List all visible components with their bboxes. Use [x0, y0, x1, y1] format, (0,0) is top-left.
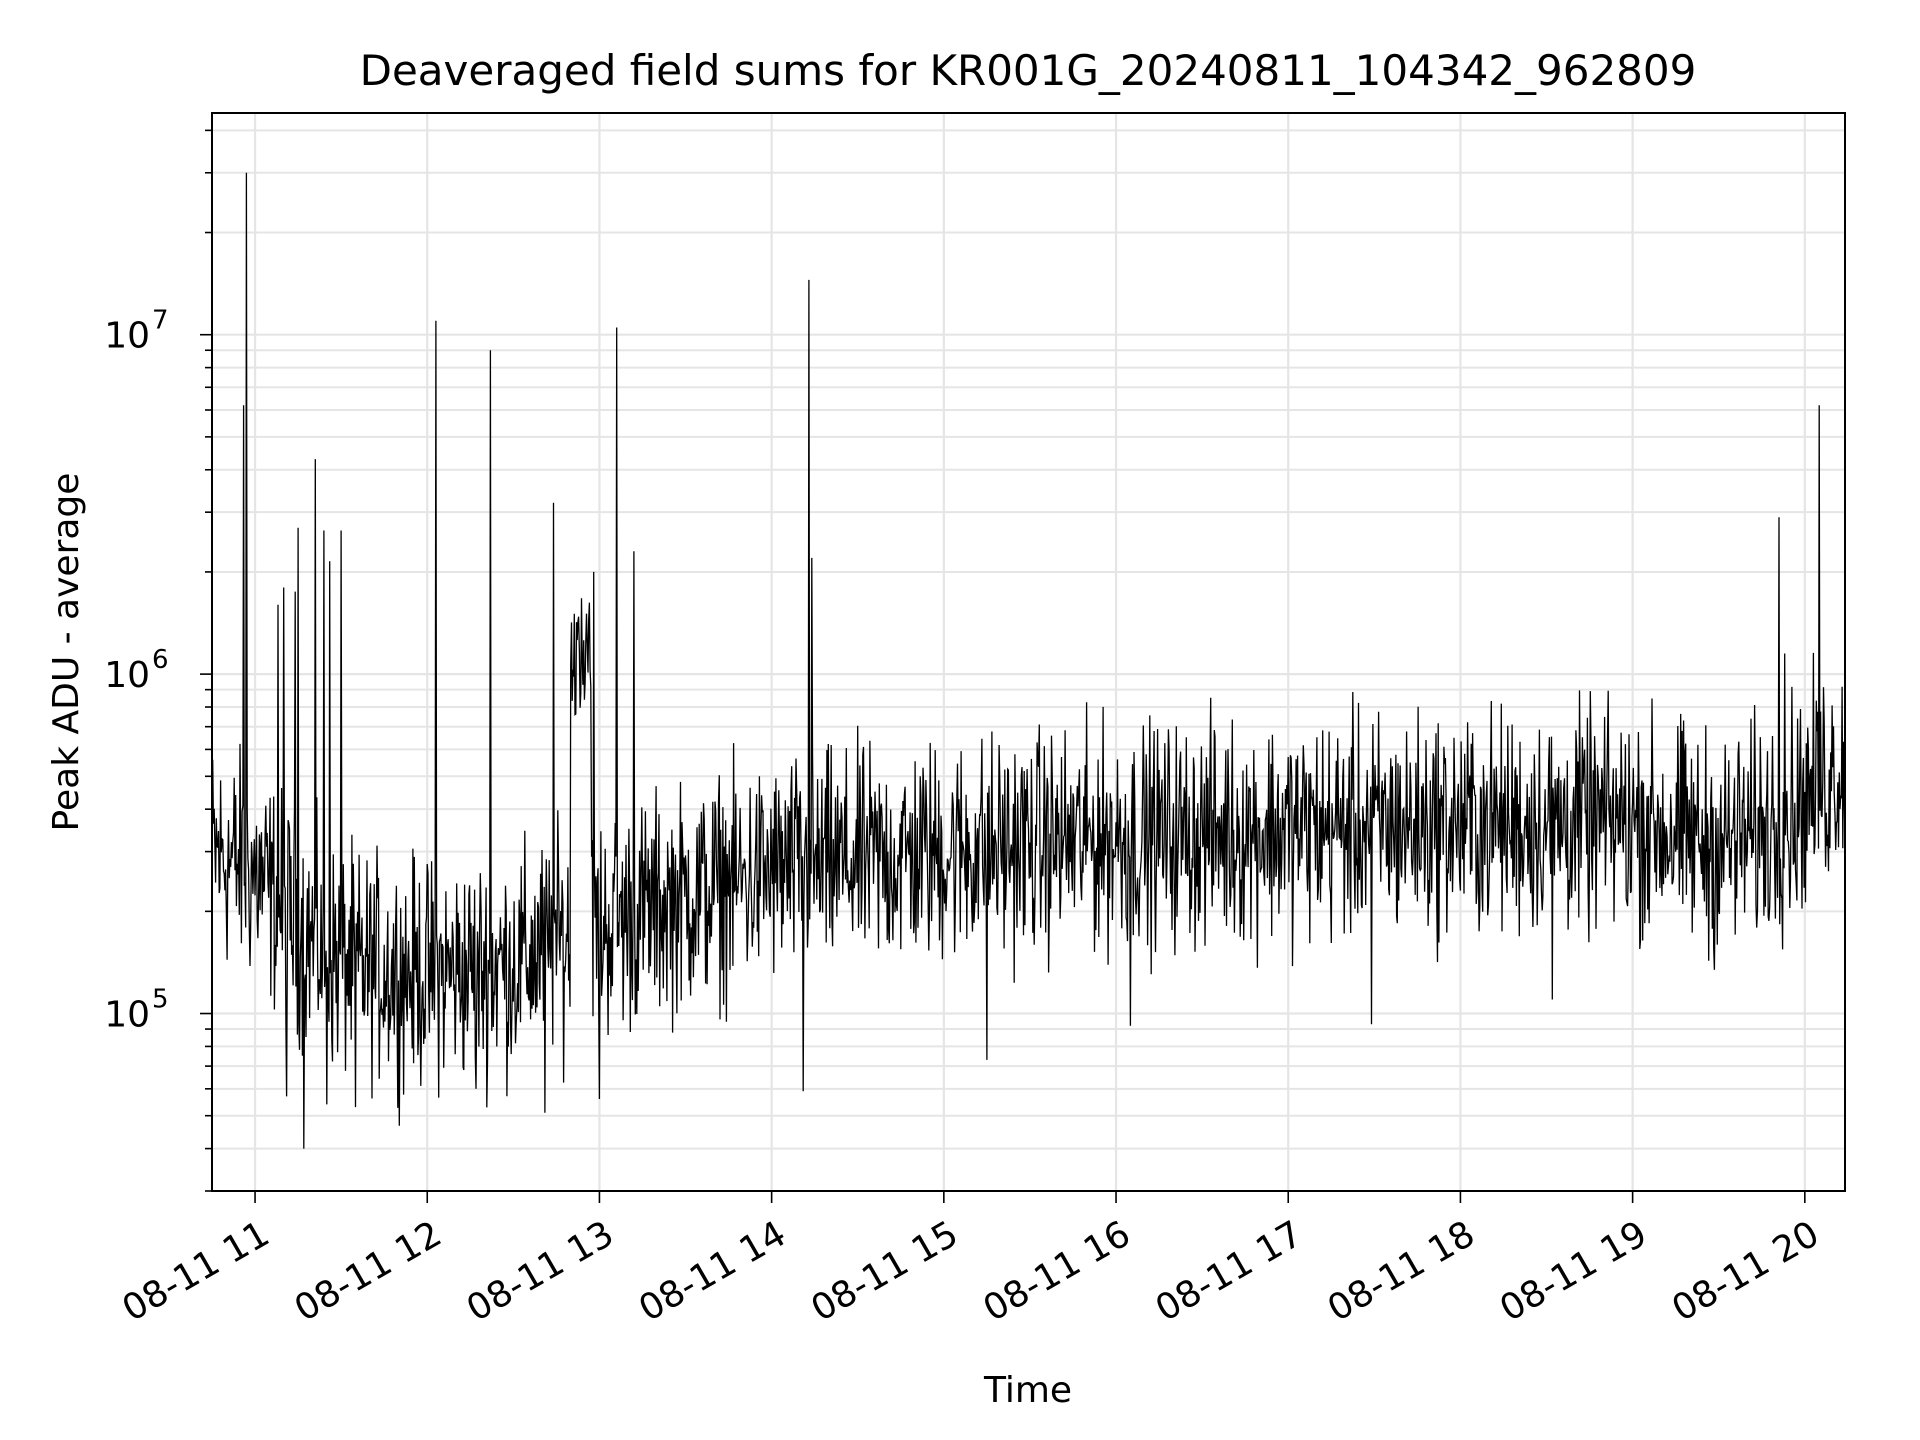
chart-title: Deaveraged field sums for KR001G_2024081… [360, 46, 1697, 95]
y-tick-label: 10 [104, 995, 150, 1036]
x-axis-label: Time [983, 1370, 1072, 1411]
plot-frame [211, 112, 1846, 1192]
y-axis-label: Peak ADU - average [46, 473, 87, 832]
y-tick-label-exponent: 7 [152, 306, 169, 336]
y-tick-label-exponent: 5 [152, 985, 169, 1015]
y-tick-label: 10 [104, 316, 150, 357]
y-tick-label: 10 [104, 655, 150, 696]
data-series-line [212, 172, 1845, 1149]
y-tick-label-exponent: 6 [152, 645, 169, 675]
